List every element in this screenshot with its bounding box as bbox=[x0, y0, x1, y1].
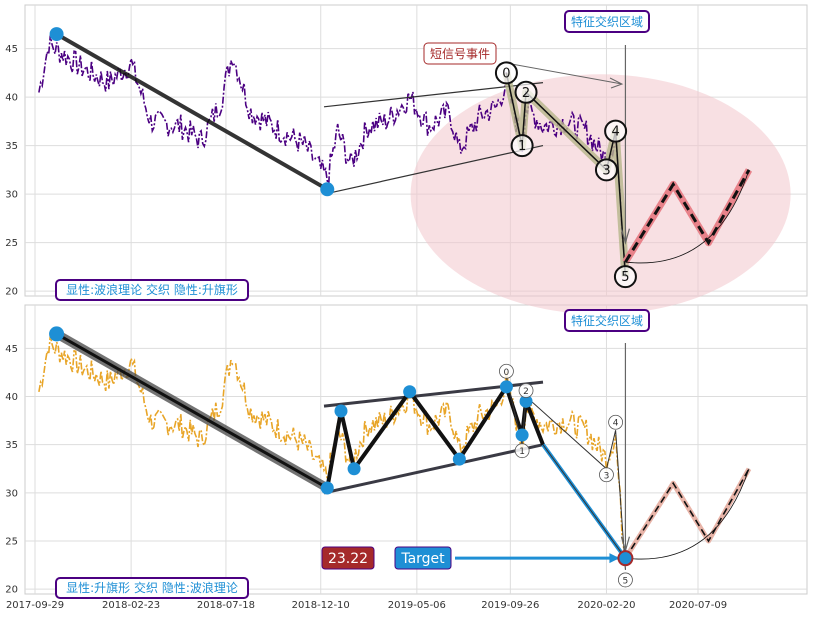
bottom-breakdown-edge bbox=[542, 444, 626, 559]
y-tick-label: 20 bbox=[5, 287, 18, 298]
top-wave-line bbox=[505, 72, 627, 277]
top-event-arrow bbox=[505, 62, 624, 89]
feature-region-ellipse bbox=[410, 74, 791, 315]
y-tick-label: 40 bbox=[5, 392, 18, 403]
top-corner-label: 显性:波浪理论 交织 隐性:升旗形 bbox=[66, 282, 238, 297]
x-tick-label: 2018-12-10 bbox=[292, 600, 350, 611]
y-tick-label: 40 bbox=[5, 93, 18, 104]
bottom-wave-marker bbox=[518, 383, 534, 398]
top-wave-marker bbox=[613, 265, 637, 289]
feature-region bbox=[410, 74, 791, 315]
top-wave-marker bbox=[604, 119, 628, 143]
bottom-target-arc bbox=[625, 468, 750, 560]
top-pole-point bbox=[49, 27, 64, 42]
target-label: Target bbox=[400, 551, 445, 567]
bottom-flag-point bbox=[515, 428, 529, 442]
bottom-flagpole-line bbox=[55, 332, 329, 490]
bottom-wave-marker bbox=[514, 443, 530, 459]
bottom-wave-marker-label: 4 bbox=[613, 419, 619, 429]
bottom-wave-marker-label: 5 bbox=[623, 576, 629, 586]
bottom-wave-marker bbox=[618, 572, 633, 588]
price-badge: 23.22 bbox=[321, 546, 375, 570]
y-tick-label: 45 bbox=[5, 44, 18, 55]
top-projection-dash bbox=[624, 169, 751, 263]
top-wave-marker-label: 3 bbox=[602, 163, 610, 178]
top-flagpole-line bbox=[55, 32, 329, 192]
y-tick-label: 45 bbox=[5, 344, 18, 355]
bottom-flag-point bbox=[347, 462, 361, 476]
bottom-flag-lower-line bbox=[323, 443, 544, 495]
bottom-projection-dash bbox=[624, 468, 750, 559]
y-tick-label: 35 bbox=[5, 141, 18, 152]
x-tick-label: 2019-05-06 bbox=[388, 600, 446, 611]
bottom-corner-badge: 显性:升旗形 交织 隐性:波浪理论 bbox=[55, 577, 249, 599]
top-wave-marker-label: 5 bbox=[621, 270, 629, 285]
top-wave-marker-label: 1 bbox=[518, 139, 526, 154]
bottom-region-label: 特征交织区域 bbox=[571, 313, 643, 328]
bottom-flag-point bbox=[519, 394, 533, 408]
bottom-wave-marker-label: 0 bbox=[504, 368, 510, 378]
top-region-badge: 特征交织区域 bbox=[564, 10, 650, 33]
top-wave-marker-label: 4 bbox=[611, 125, 619, 140]
bottom-wave-marker bbox=[499, 363, 514, 379]
y-tick-label: 25 bbox=[5, 238, 18, 249]
top-wave-marker-label: 2 bbox=[522, 86, 530, 101]
top-event-badge: 短信号事件 bbox=[423, 42, 497, 65]
top-corner-badge: 显性:波浪理论 交织 隐性:升旗形 bbox=[55, 279, 249, 301]
bottom-target-point bbox=[617, 550, 634, 567]
bottom-pole-point bbox=[49, 326, 65, 342]
wave-points: 0 1 2 3 4 5 0 1 2 3 4 5 bbox=[49, 27, 637, 588]
bottom-wave-marker-label: 1 bbox=[519, 447, 525, 457]
price-value: 23.22 bbox=[328, 551, 368, 567]
x-tick-label: 2020-02-20 bbox=[577, 600, 635, 611]
x-tick-label: 2020-07-09 bbox=[669, 600, 727, 611]
bottom-flag-point bbox=[452, 452, 466, 466]
top-vertical-arrow bbox=[620, 45, 630, 245]
x-tick-label: 2018-02-23 bbox=[102, 600, 160, 611]
bottom-wave-marker bbox=[608, 414, 624, 430]
x-tick-label: 2019-09-26 bbox=[481, 600, 539, 611]
bottom-wave-marker-label: 3 bbox=[604, 471, 610, 481]
bottom-flag-point bbox=[334, 404, 348, 418]
y-tick-label: 35 bbox=[5, 440, 18, 451]
x-tick-label: 2017-09-29 bbox=[6, 600, 64, 611]
top-pole-point bbox=[320, 182, 335, 197]
bottom-region-badge: 特征交织区域 bbox=[564, 309, 650, 332]
top-wave-marker-label: 0 bbox=[502, 66, 510, 81]
bottom-flag-point bbox=[320, 481, 334, 495]
top-wave-marker bbox=[494, 61, 518, 85]
y-tick-label: 30 bbox=[5, 488, 18, 499]
bottom-wave-marker bbox=[599, 467, 614, 483]
top-region-label: 特征交织区域 bbox=[571, 14, 643, 29]
top-wave-marker bbox=[514, 80, 538, 104]
x-tick-label: 2018-07-18 bbox=[197, 600, 255, 611]
top-flag-lower-line bbox=[323, 145, 544, 195]
y-tick-label: 25 bbox=[5, 537, 18, 548]
top-wave-marker bbox=[510, 134, 534, 158]
top-wave-marker bbox=[594, 158, 618, 182]
top-event-label: 短信号事件 bbox=[430, 47, 490, 61]
target-arrow-head bbox=[609, 553, 620, 564]
bottom-panel-frame bbox=[24, 304, 808, 595]
target-badge: Target bbox=[394, 546, 452, 570]
y-tick-label: 30 bbox=[5, 190, 18, 201]
bottom-flag-point bbox=[403, 385, 417, 399]
bottom-flag-point bbox=[499, 380, 513, 394]
bottom-wave-marker-label: 2 bbox=[523, 387, 529, 397]
top-target-arc bbox=[625, 169, 750, 264]
y-tick-label: 20 bbox=[5, 585, 18, 596]
pattern-overlays bbox=[54, 32, 753, 570]
bottom-corner-label: 显性:升旗形 交织 隐性:波浪理论 bbox=[66, 580, 238, 595]
